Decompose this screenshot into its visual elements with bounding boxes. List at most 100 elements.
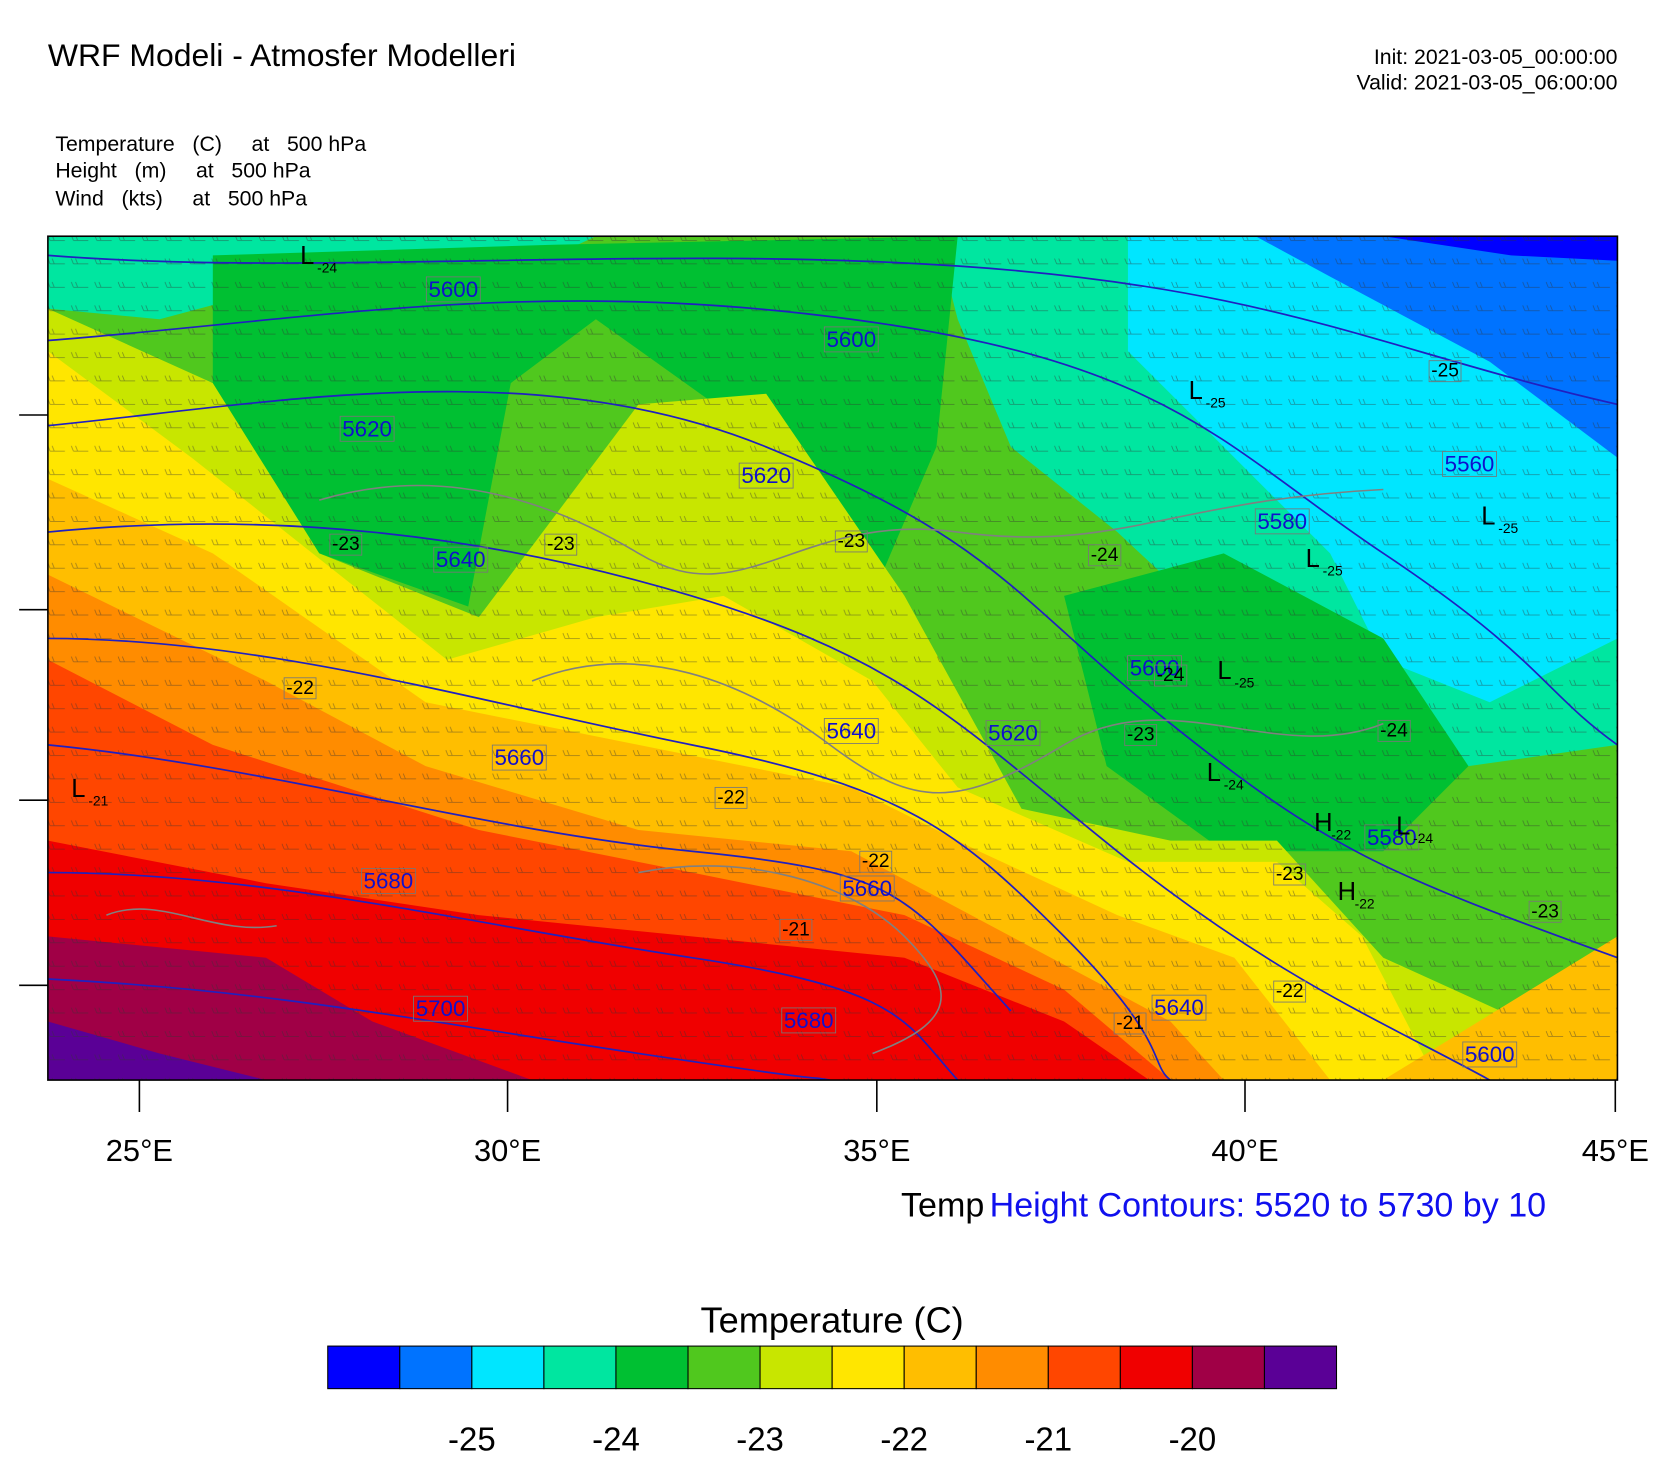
colorbar-box	[903, 1345, 977, 1390]
extremum-letter: L	[1396, 812, 1410, 840]
axis-ticks	[19, 414, 48, 987]
temp-label-box	[544, 533, 578, 556]
temp-label-box	[1088, 544, 1122, 567]
temp-label: -22	[717, 787, 745, 808]
height-label-box	[433, 546, 489, 573]
x-tick-label: 30°E	[474, 1133, 541, 1168]
temp-label-box	[283, 677, 317, 700]
extremum-value: -25	[1206, 395, 1226, 411]
colorbar-title: Temperature (C)	[701, 1299, 964, 1340]
temp-label-box	[779, 918, 813, 941]
colorbar-box	[399, 1345, 473, 1390]
height-label: 5600	[826, 327, 876, 352]
temp-label-box	[1528, 900, 1562, 923]
extremum-letter: L	[1306, 545, 1320, 573]
height-label: 5560	[1445, 451, 1495, 476]
temp-label: -23	[1276, 864, 1304, 885]
height-label-box	[985, 720, 1041, 747]
temp-label: -22	[862, 851, 890, 872]
layout: WRF Modeli - Atmosfer Modelleri Init: 20…	[19, 37, 1649, 1457]
temp-label-box	[1273, 863, 1307, 886]
temp-label: -22	[1276, 981, 1304, 1002]
colorbar-box	[975, 1345, 1049, 1390]
colorbar-label: -24	[592, 1420, 640, 1457]
height-label: 5680	[364, 869, 414, 894]
height-label-box	[425, 276, 481, 303]
x-axis: 25°E 30°E 35°E 40°E 45°E	[106, 1080, 1649, 1168]
footer-height: Height Contours: 5520 to 5730 by 10	[990, 1186, 1547, 1224]
height-label: 5700	[416, 996, 466, 1021]
height-label: 5660	[494, 745, 544, 770]
extremum-value: -25	[1234, 674, 1254, 690]
colorbar-box	[1263, 1345, 1338, 1390]
extremum-value: -25	[1498, 520, 1518, 536]
height-label-box	[1442, 450, 1497, 477]
temp-label: -23	[332, 534, 360, 555]
height-label-box	[491, 744, 547, 771]
height-label: 5640	[436, 547, 486, 572]
height-label-box	[361, 868, 416, 894]
height-label: 5620	[342, 416, 392, 441]
field-label: Height (m) at 500 hPa	[55, 159, 310, 183]
extremum-value: -22	[1331, 827, 1351, 843]
height-label: 5660	[842, 876, 892, 901]
temp-label: -23	[547, 534, 575, 555]
colorbar-box	[471, 1345, 545, 1390]
height-label: 5600	[1465, 1042, 1515, 1067]
colorbar: -25 -24 -23 -22 -21 -20	[327, 1345, 1338, 1457]
temp-label: -21	[782, 919, 810, 940]
temp-label-box	[1124, 724, 1158, 747]
extremum-value: -24	[1413, 830, 1433, 846]
map	[47, 236, 1618, 1081]
temp-label-box	[1428, 360, 1462, 383]
valid-time: Valid: 2021-03-05_06:00:00	[1357, 70, 1618, 94]
extremum-value: -21	[88, 793, 108, 809]
temp-label: -23	[1127, 725, 1155, 746]
temp-label-box	[1154, 664, 1188, 687]
temp-label-box	[714, 786, 748, 809]
colorbar-box	[327, 1345, 401, 1390]
height-label: 5620	[988, 721, 1038, 746]
temp-label: -24	[1380, 720, 1408, 741]
extremum-letter: L	[300, 242, 314, 270]
extremum-letter: H	[1338, 878, 1356, 906]
temp-label: -23	[1531, 901, 1559, 922]
temp-label-box	[859, 850, 893, 873]
temp-label: -21	[1116, 1013, 1144, 1034]
height-label: 5680	[784, 1008, 834, 1033]
height-label-box	[1462, 1041, 1518, 1068]
temp-label-box	[1377, 719, 1411, 742]
height-label-box	[1364, 824, 1420, 851]
temp-label: -24	[1091, 545, 1119, 566]
height-label-box	[1151, 994, 1207, 1021]
colorbar-label: -21	[1024, 1420, 1072, 1457]
height-label-box	[823, 718, 879, 744]
map-labels: 5600 5600 5620 5620 5640 5560 5580 5600 5620 5640…	[71, 242, 1562, 1068]
colorbar-label: -25	[448, 1420, 496, 1457]
colorbar-box	[615, 1345, 689, 1390]
colorbar-box	[1191, 1345, 1265, 1390]
extremum-letter: H	[1314, 809, 1332, 837]
extremum-letter: L	[1189, 377, 1203, 405]
colorbar-label: -20	[1169, 1420, 1217, 1457]
height-label-box	[339, 415, 395, 442]
extremum-value: -22	[1355, 896, 1375, 912]
extremum-value: -24	[317, 259, 337, 275]
colorbar-label: -22	[880, 1420, 928, 1457]
height-label: 5640	[1154, 995, 1204, 1020]
init-time: Init: 2021-03-05_00:00:00	[1374, 45, 1618, 69]
colorbar-box	[687, 1345, 761, 1390]
height-label-box	[823, 326, 879, 353]
colorbar-box	[759, 1345, 833, 1390]
colorbar-box	[1047, 1345, 1121, 1390]
height-label: 5580	[1257, 509, 1307, 534]
height-label-box	[413, 995, 468, 1022]
colorbar-box	[831, 1345, 905, 1390]
x-tick-label: 25°E	[106, 1133, 173, 1168]
colorbar-box	[1119, 1345, 1193, 1390]
extremum-value: -24	[1224, 777, 1244, 793]
temp-label: -23	[837, 531, 865, 552]
temp-label: -22	[286, 678, 314, 699]
temp-label-box	[329, 533, 363, 556]
